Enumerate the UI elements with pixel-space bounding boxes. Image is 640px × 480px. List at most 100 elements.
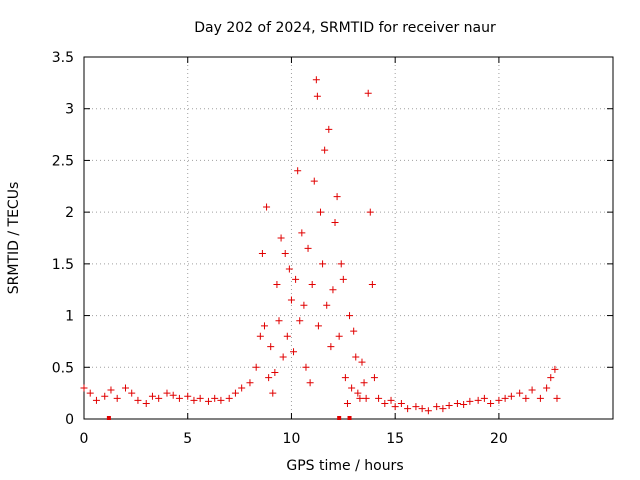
- data-point: [184, 392, 192, 400]
- data-point: [327, 343, 335, 351]
- x-tick-label: 20: [490, 431, 508, 447]
- data-point: [453, 399, 461, 407]
- data-point: [387, 396, 395, 404]
- data-point: [80, 384, 88, 392]
- data-point: [281, 250, 289, 258]
- data-point: [536, 394, 544, 402]
- data-point: [412, 403, 420, 411]
- data-point: [474, 396, 482, 404]
- baseline-marker: [347, 416, 352, 420]
- data-point: [424, 407, 432, 415]
- data-point: [404, 405, 412, 413]
- y-tick-label: 2: [65, 205, 74, 221]
- data-point: [148, 392, 156, 400]
- data-point: [460, 401, 468, 409]
- data-point: [304, 244, 312, 252]
- data-point: [343, 399, 351, 407]
- data-point: [352, 353, 360, 361]
- data-point: [313, 92, 321, 100]
- data-point: [433, 403, 441, 411]
- data-point: [252, 363, 260, 371]
- data-point: [310, 177, 318, 185]
- x-tick-label: 0: [80, 431, 89, 447]
- data-point: [354, 389, 362, 397]
- data-point: [543, 384, 551, 392]
- data-point: [190, 396, 198, 404]
- data-point: [364, 89, 372, 97]
- data-point: [528, 386, 536, 394]
- baseline-marker: [106, 416, 111, 420]
- y-tick-label: 0: [65, 412, 74, 428]
- data-point: [121, 384, 129, 392]
- data-point: [269, 389, 277, 397]
- data-point: [263, 203, 271, 211]
- data-point: [341, 374, 349, 382]
- data-point: [86, 389, 94, 397]
- data-point: [360, 379, 368, 387]
- data-point: [321, 146, 329, 154]
- data-point: [312, 76, 320, 84]
- data-point: [155, 394, 163, 402]
- data-point: [397, 399, 405, 407]
- data-point: [113, 394, 121, 402]
- data-point: [366, 208, 374, 216]
- data-point: [92, 396, 100, 404]
- y-tick-label: 3: [65, 102, 74, 118]
- data-point: [375, 394, 383, 402]
- y-tick-label: 1: [65, 309, 74, 325]
- x-axis-label: GPS time / hours: [286, 458, 403, 474]
- data-point: [134, 396, 142, 404]
- data-point: [287, 296, 295, 304]
- data-point: [267, 343, 275, 351]
- data-point: [331, 218, 339, 226]
- data-point: [283, 332, 291, 340]
- data-point: [356, 394, 364, 402]
- data-point: [294, 167, 302, 175]
- data-point: [547, 374, 555, 382]
- y-axis-label: SRMTID / TECUs: [6, 182, 22, 295]
- data-point: [308, 281, 316, 289]
- data-point: [163, 389, 171, 397]
- x-tick-label: 5: [183, 431, 192, 447]
- data-point: [169, 391, 177, 399]
- data-point: [225, 394, 233, 402]
- data-point: [258, 250, 266, 258]
- data-point: [346, 312, 354, 320]
- data-point: [358, 358, 366, 366]
- data-point: [285, 265, 293, 273]
- data-point: [273, 281, 281, 289]
- data-point: [196, 394, 204, 402]
- data-point: [348, 384, 356, 392]
- data-point: [265, 374, 273, 382]
- data-point: [381, 399, 389, 407]
- data-point: [298, 229, 306, 237]
- data-point: [445, 402, 453, 410]
- data-point: [175, 394, 183, 402]
- data-point: [507, 392, 515, 400]
- data-point: [128, 389, 136, 397]
- data-point: [302, 363, 310, 371]
- x-tick-label: 15: [386, 431, 404, 447]
- baseline-marker: [337, 416, 342, 420]
- data-point: [329, 286, 337, 294]
- data-point: [300, 301, 308, 309]
- data-point: [466, 397, 474, 405]
- y-tick-label: 0.5: [52, 360, 74, 376]
- data-point: [275, 317, 283, 325]
- data-point: [277, 234, 285, 242]
- data-point: [418, 405, 426, 413]
- x-tick-label: 10: [283, 431, 301, 447]
- data-point: [551, 365, 559, 373]
- data-point: [260, 322, 268, 330]
- data-point: [439, 405, 447, 413]
- axis-tick-labels: 0 5 10 15 20 0 0.5 1 1.5 2 2.5 3 3.5: [52, 50, 508, 447]
- data-point: [323, 301, 331, 309]
- data-point: [290, 348, 298, 356]
- data-point: [337, 260, 345, 268]
- data-point: [350, 327, 358, 335]
- data-point: [107, 386, 115, 394]
- data-point: [101, 392, 109, 400]
- data-point: [316, 208, 324, 216]
- data-point: [362, 394, 370, 402]
